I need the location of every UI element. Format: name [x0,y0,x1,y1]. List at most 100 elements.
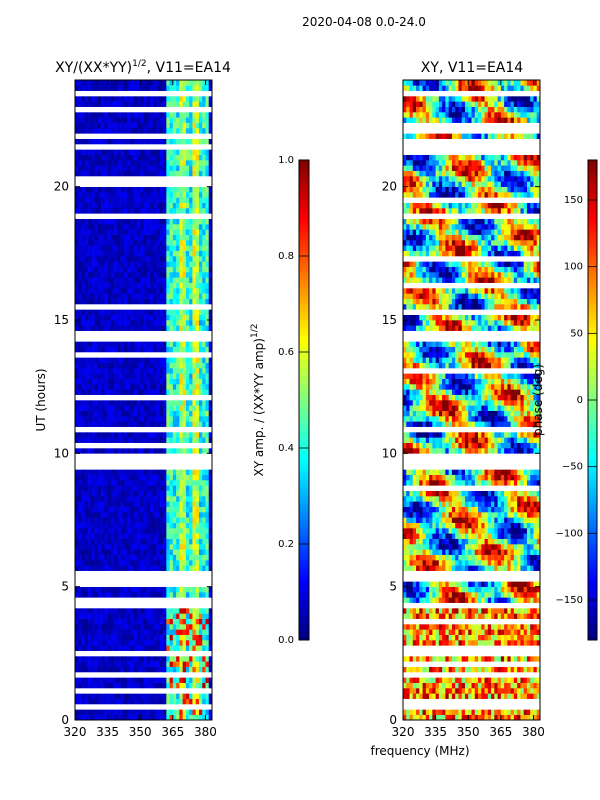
amp-heat-cell [104,672,108,678]
amp-heat-cell [104,170,108,177]
amp-heat-cell [146,682,151,689]
amp-heat-cell [101,618,105,625]
amp-heat-cell [81,613,86,619]
amp-heat-cell [159,133,164,139]
amp-heat-cell [114,400,118,406]
amp-heat-cell [169,117,174,123]
amp-heat-cell [133,544,138,550]
amp-heat-cell [143,368,148,374]
amp-heat-cell [146,288,151,294]
amp-heat-cell [140,453,144,459]
amp-heat-cell [123,714,128,721]
amp-heat-cell [143,298,148,305]
amp-heat-cell [192,480,196,486]
amp-heat-cell [169,640,174,646]
amp-heat-cell [159,709,164,715]
amp-heat-cell [166,442,170,449]
amp-heat-cell [172,442,177,449]
amp-heat-cell [130,490,135,497]
amp-heat-cell [166,416,170,422]
amp-heat-cell [159,618,164,625]
amp-heat-cell [81,544,86,550]
amp-heat-cell [81,714,86,721]
amp-heat-cell [127,677,131,683]
amp-heat-cell [146,506,151,513]
amp-heat-cell [120,448,125,454]
amp-heat-cell [182,165,187,171]
amp-heat-cell [146,138,151,145]
amp-heat-cell [127,517,131,523]
amp-heat-cell [202,469,206,475]
amp-heat-cell [140,357,144,363]
amp-heat-cell [202,117,206,123]
amp-heat-cell [166,165,170,171]
amp-heat-cell [81,330,86,337]
amp-heat-cell [185,352,190,358]
amp-heat-cell [88,560,92,566]
amp-heat-cell [163,522,167,529]
amp-heat-cell [189,448,193,454]
amp-heat-cell [110,245,115,251]
amp-heat-cell [140,133,144,139]
amp-heat-cell [114,453,118,459]
amp-heat-cell [117,266,121,273]
amp-heat-cell [123,330,128,337]
amp-heat-cell [97,672,102,678]
amp-heat-cell [117,384,121,390]
amp-heat-cell [205,464,210,470]
amp-heat-cell [205,245,210,251]
amp-heat-cell [94,384,99,390]
amp-heat-cell [140,250,144,257]
amp-heat-cell [159,565,164,571]
amp-heat-cell [94,197,99,203]
amp-heat-cell [114,373,118,379]
amp-heat-cell [84,186,89,193]
amp-heat-cell [97,170,102,177]
amp-heat-cell [127,554,131,561]
amp-heat-cell [75,613,79,619]
amp-heat-cell [127,709,131,715]
amp-heat-cell [104,101,108,107]
amp-heat-cell [176,682,180,689]
amp-heat-cell [110,186,115,193]
amp-heat-cell [156,480,161,486]
amp-heat-cell [133,341,138,347]
amp-heat-cell [123,549,128,555]
amp-heat-cell [192,618,196,625]
amp-heat-cell [185,378,190,385]
amp-heat-cell [159,592,164,598]
amp-heat-cell [110,405,115,411]
amp-heat-cell [182,208,187,214]
amp-heat-cell [101,272,105,278]
amp-heat-cell [140,330,144,337]
amp-heat-cell [153,122,157,129]
amp-heat-cell [179,314,183,321]
amp-heat-cell [136,368,141,374]
amp-heat-cell [101,432,105,438]
amp-heat-cell [189,704,193,710]
amp-heat-cell [198,581,203,587]
amp-heat-cell [101,704,105,710]
amp-heat-cell [189,304,193,310]
amp-heat-cell [146,672,151,678]
amp-heat-cell [146,101,151,107]
amp-heat-cell [136,517,141,523]
amp-heat-cell [101,218,105,225]
amp-heat-cell [120,149,125,155]
amp-heat-cell [123,416,128,422]
amp-heat-cell [123,544,128,550]
amp-heat-cell [81,570,86,577]
amp-heat-cell [205,426,210,433]
amp-heat-cell [156,309,161,315]
amp-heat-cell [97,661,102,667]
amp-heat-cell [192,538,196,545]
amp-heat-cell [110,650,115,657]
amp-heat-cell [104,224,108,230]
amp-heat-cell [179,298,183,305]
amp-heat-cell [192,400,196,406]
amp-heat-cell [117,117,121,123]
amp-heat-cell [123,165,128,171]
amp-heat-cell [107,197,112,203]
amp-heat-cell [120,453,125,459]
amp-heat-cell [136,357,141,363]
